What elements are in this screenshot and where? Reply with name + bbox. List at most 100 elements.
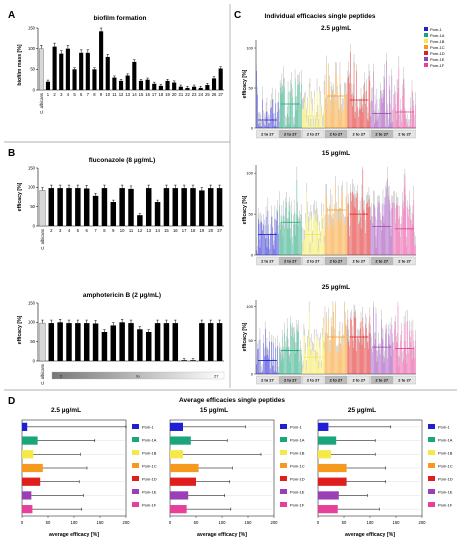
bar-pom-1d (353, 206, 355, 255)
bar-pom-1c (345, 332, 347, 374)
bar-pom-1 (270, 233, 271, 255)
x-tick-label: 27 (217, 228, 222, 233)
bar-pom-1a (301, 214, 302, 255)
bar-pom-1c (330, 351, 331, 374)
bar-pom-1e (389, 329, 391, 374)
bar-pom-1b (313, 126, 314, 128)
bar-pom-1a (299, 361, 300, 374)
bar-pom-1a (296, 328, 298, 374)
bar (85, 52, 90, 90)
x-tick-label: 8 (93, 92, 96, 97)
bar-pom-1c (170, 463, 199, 473)
bar-pom-1 (261, 372, 262, 374)
bar-pom-1d (365, 232, 366, 255)
bar-pom-1f (407, 122, 408, 128)
group-label-box (302, 375, 325, 385)
bar (57, 322, 63, 361)
bar-pom-1 (260, 221, 262, 255)
bar (75, 188, 81, 226)
bar-pom-1f (395, 204, 397, 255)
bar-pom-1f (415, 340, 416, 374)
bar-pom-1a (286, 228, 288, 255)
bar-pom-1c (341, 197, 342, 255)
bar-pom-1f (393, 108, 394, 128)
bar-pom-1f (407, 321, 408, 374)
group-label-box (393, 256, 416, 266)
subplot-title: 25 µg/mL (322, 284, 350, 291)
x-tick-label: 18 (159, 92, 164, 97)
group-label-box (370, 129, 393, 139)
bar-pom-1b (315, 126, 316, 128)
bar-pom-1 (267, 210, 269, 255)
bar-pom-1a (297, 215, 299, 255)
bar-pom-1c (333, 222, 335, 255)
bar-pom-1b (309, 346, 311, 374)
bar-pom-1d (361, 106, 363, 128)
panel-letter-d: D (8, 396, 15, 407)
bar-pom-1d (356, 197, 357, 255)
bar-pom-1e (370, 333, 371, 374)
bar-pom-1b (316, 222, 318, 255)
bar-pom-1 (267, 354, 269, 374)
bar-pom-1 (276, 220, 277, 255)
bar (199, 190, 205, 226)
bar (66, 188, 72, 226)
bar-pom-1c (326, 197, 328, 255)
chart-b2-ylabel: efficacy [%] (17, 315, 23, 344)
bar-pom-1e (378, 344, 379, 374)
group-label: 2 to 27 (375, 378, 388, 383)
bar-pom-1e (373, 71, 374, 128)
bar-pom-1f (394, 203, 395, 255)
group-label: 2 to 27 (330, 378, 343, 383)
bar-pom-1c (328, 75, 329, 128)
x-axis-label: average efficacy [%] (345, 532, 395, 538)
bar (163, 323, 170, 361)
bar-pom-1e (388, 85, 390, 128)
bar-pom-1c (328, 227, 329, 255)
bar-pom-1a (285, 348, 286, 374)
x-tick-label: 11 (129, 228, 134, 233)
bar-pom-1 (256, 250, 257, 255)
bar-pom-1f (394, 328, 395, 374)
bar-pom-1 (263, 343, 264, 374)
bar-pom-1e (391, 207, 393, 255)
bar-pom-1f (410, 228, 412, 255)
bar-pom-1a (297, 84, 299, 128)
bar-pom-1d (352, 106, 353, 128)
x-tick-label: 200 (271, 520, 279, 525)
bar-pom-1c (338, 117, 340, 128)
y-tick-label: 50 (30, 67, 35, 72)
bar-pom-1f (411, 90, 413, 128)
bar-pom-1c (332, 101, 334, 128)
bar-pom-1 (278, 372, 279, 374)
bar-pom-1f (393, 202, 394, 255)
bar-pom-1f (415, 104, 416, 128)
bar-pom-1c (336, 352, 337, 374)
panel-b-fluconazole-chart: fluconazole (8 µg/mL) efficacy [%] 0 50 10… (17, 157, 224, 250)
bar-pom-1f (400, 340, 401, 374)
subplot-title: 25 µg/mL (348, 407, 376, 414)
group-label: 2 to 27 (284, 132, 297, 137)
bar-pom-1b (308, 96, 310, 128)
bar-pom-1 (278, 102, 279, 128)
bar-pom-1a (289, 361, 291, 374)
bar-pom-1b (308, 312, 310, 374)
bar-pom-1d (366, 203, 367, 255)
bar-pom-1d (364, 82, 365, 128)
bar-pom-1 (261, 126, 262, 128)
bar-pom-1b (310, 126, 312, 128)
bar-pom-1c (334, 338, 335, 374)
bar-pom-1f (407, 207, 408, 255)
bar-pom-1 (273, 372, 275, 374)
bar-pom-1e (170, 491, 189, 500)
bar (137, 329, 143, 361)
subplot-ylabel: efficacy [%] (242, 322, 248, 351)
bar (101, 188, 108, 226)
bar-pom-1a (279, 352, 281, 374)
bar-pom-1 (258, 223, 260, 255)
legend-label-pom-1b: Pom-1B (290, 451, 305, 456)
bar-pom-1d (360, 228, 362, 255)
group-label-box (393, 129, 416, 139)
bar-pom-1e (374, 104, 376, 128)
bar-pom-1f (402, 204, 403, 255)
